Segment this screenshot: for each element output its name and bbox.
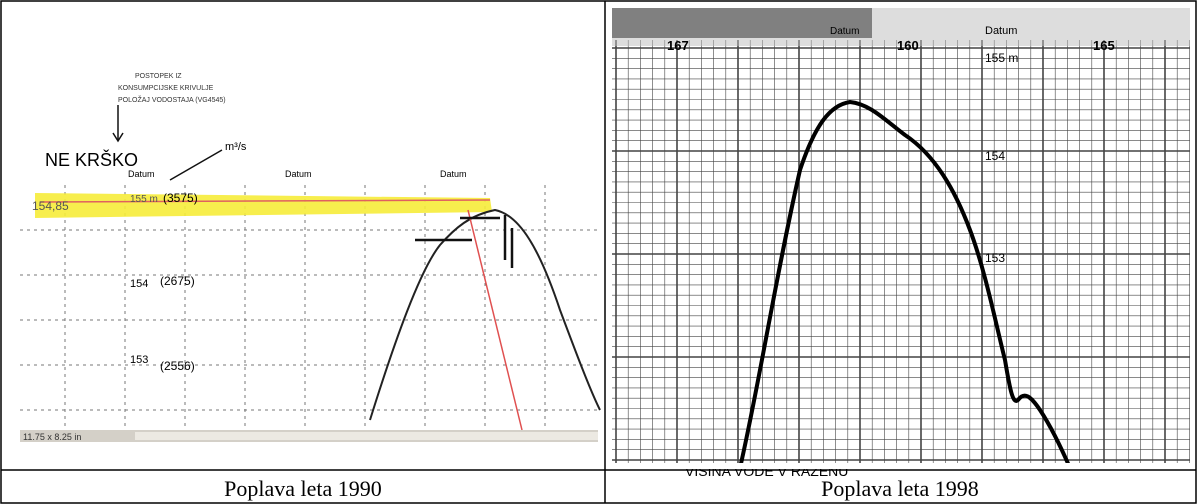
datum-label: Datum xyxy=(985,25,1017,37)
flow-label: (2675) xyxy=(160,274,195,288)
scan-1990: POSTOPEK IZ KONSUMPCIJSKE KRIVULJE POLOŽ… xyxy=(8,8,601,465)
day-label: 165 xyxy=(1093,38,1115,53)
flow-label: (2556) xyxy=(160,359,195,373)
day-label: 160 xyxy=(897,38,919,53)
svg-text:KONSUMPCIJSKE KRIVULJE: KONSUMPCIJSKE KRIVULJE xyxy=(118,85,214,92)
scale-label: 153 xyxy=(130,354,148,366)
unit-label: m³/s xyxy=(225,141,247,153)
caption: Poplava leta 1998 xyxy=(821,476,979,501)
svg-text:POLOŽAJ VODOSTAJA (VG4545): POLOŽAJ VODOSTAJA (VG4545) xyxy=(118,95,226,104)
site-title: NE KRŠKO xyxy=(45,149,138,170)
status-text: 11.75 x 8.25 in xyxy=(23,432,81,442)
day-label: 167 xyxy=(667,38,689,53)
datum-label: Datum xyxy=(440,169,467,179)
scale-label: 154 xyxy=(985,149,1005,163)
datum-label: Datum xyxy=(285,169,312,179)
scan-1998: Datum Datum 167 160 165 155 m 154 153 VI… xyxy=(612,8,1190,479)
caption: Poplava leta 1990 xyxy=(224,476,382,501)
scale-label: 153 xyxy=(985,251,1005,265)
datum-label: Datum xyxy=(830,26,859,37)
scale-label: 155 m xyxy=(130,194,158,205)
datum-label: Datum xyxy=(128,169,155,179)
flow-label: (3575) xyxy=(163,191,198,205)
scale-label: 155 m xyxy=(985,51,1018,65)
level-mark: 154,85 xyxy=(32,199,69,213)
svg-text:POSTOPEK IZ: POSTOPEK IZ xyxy=(135,73,182,80)
scale-label: 154 xyxy=(130,278,148,290)
